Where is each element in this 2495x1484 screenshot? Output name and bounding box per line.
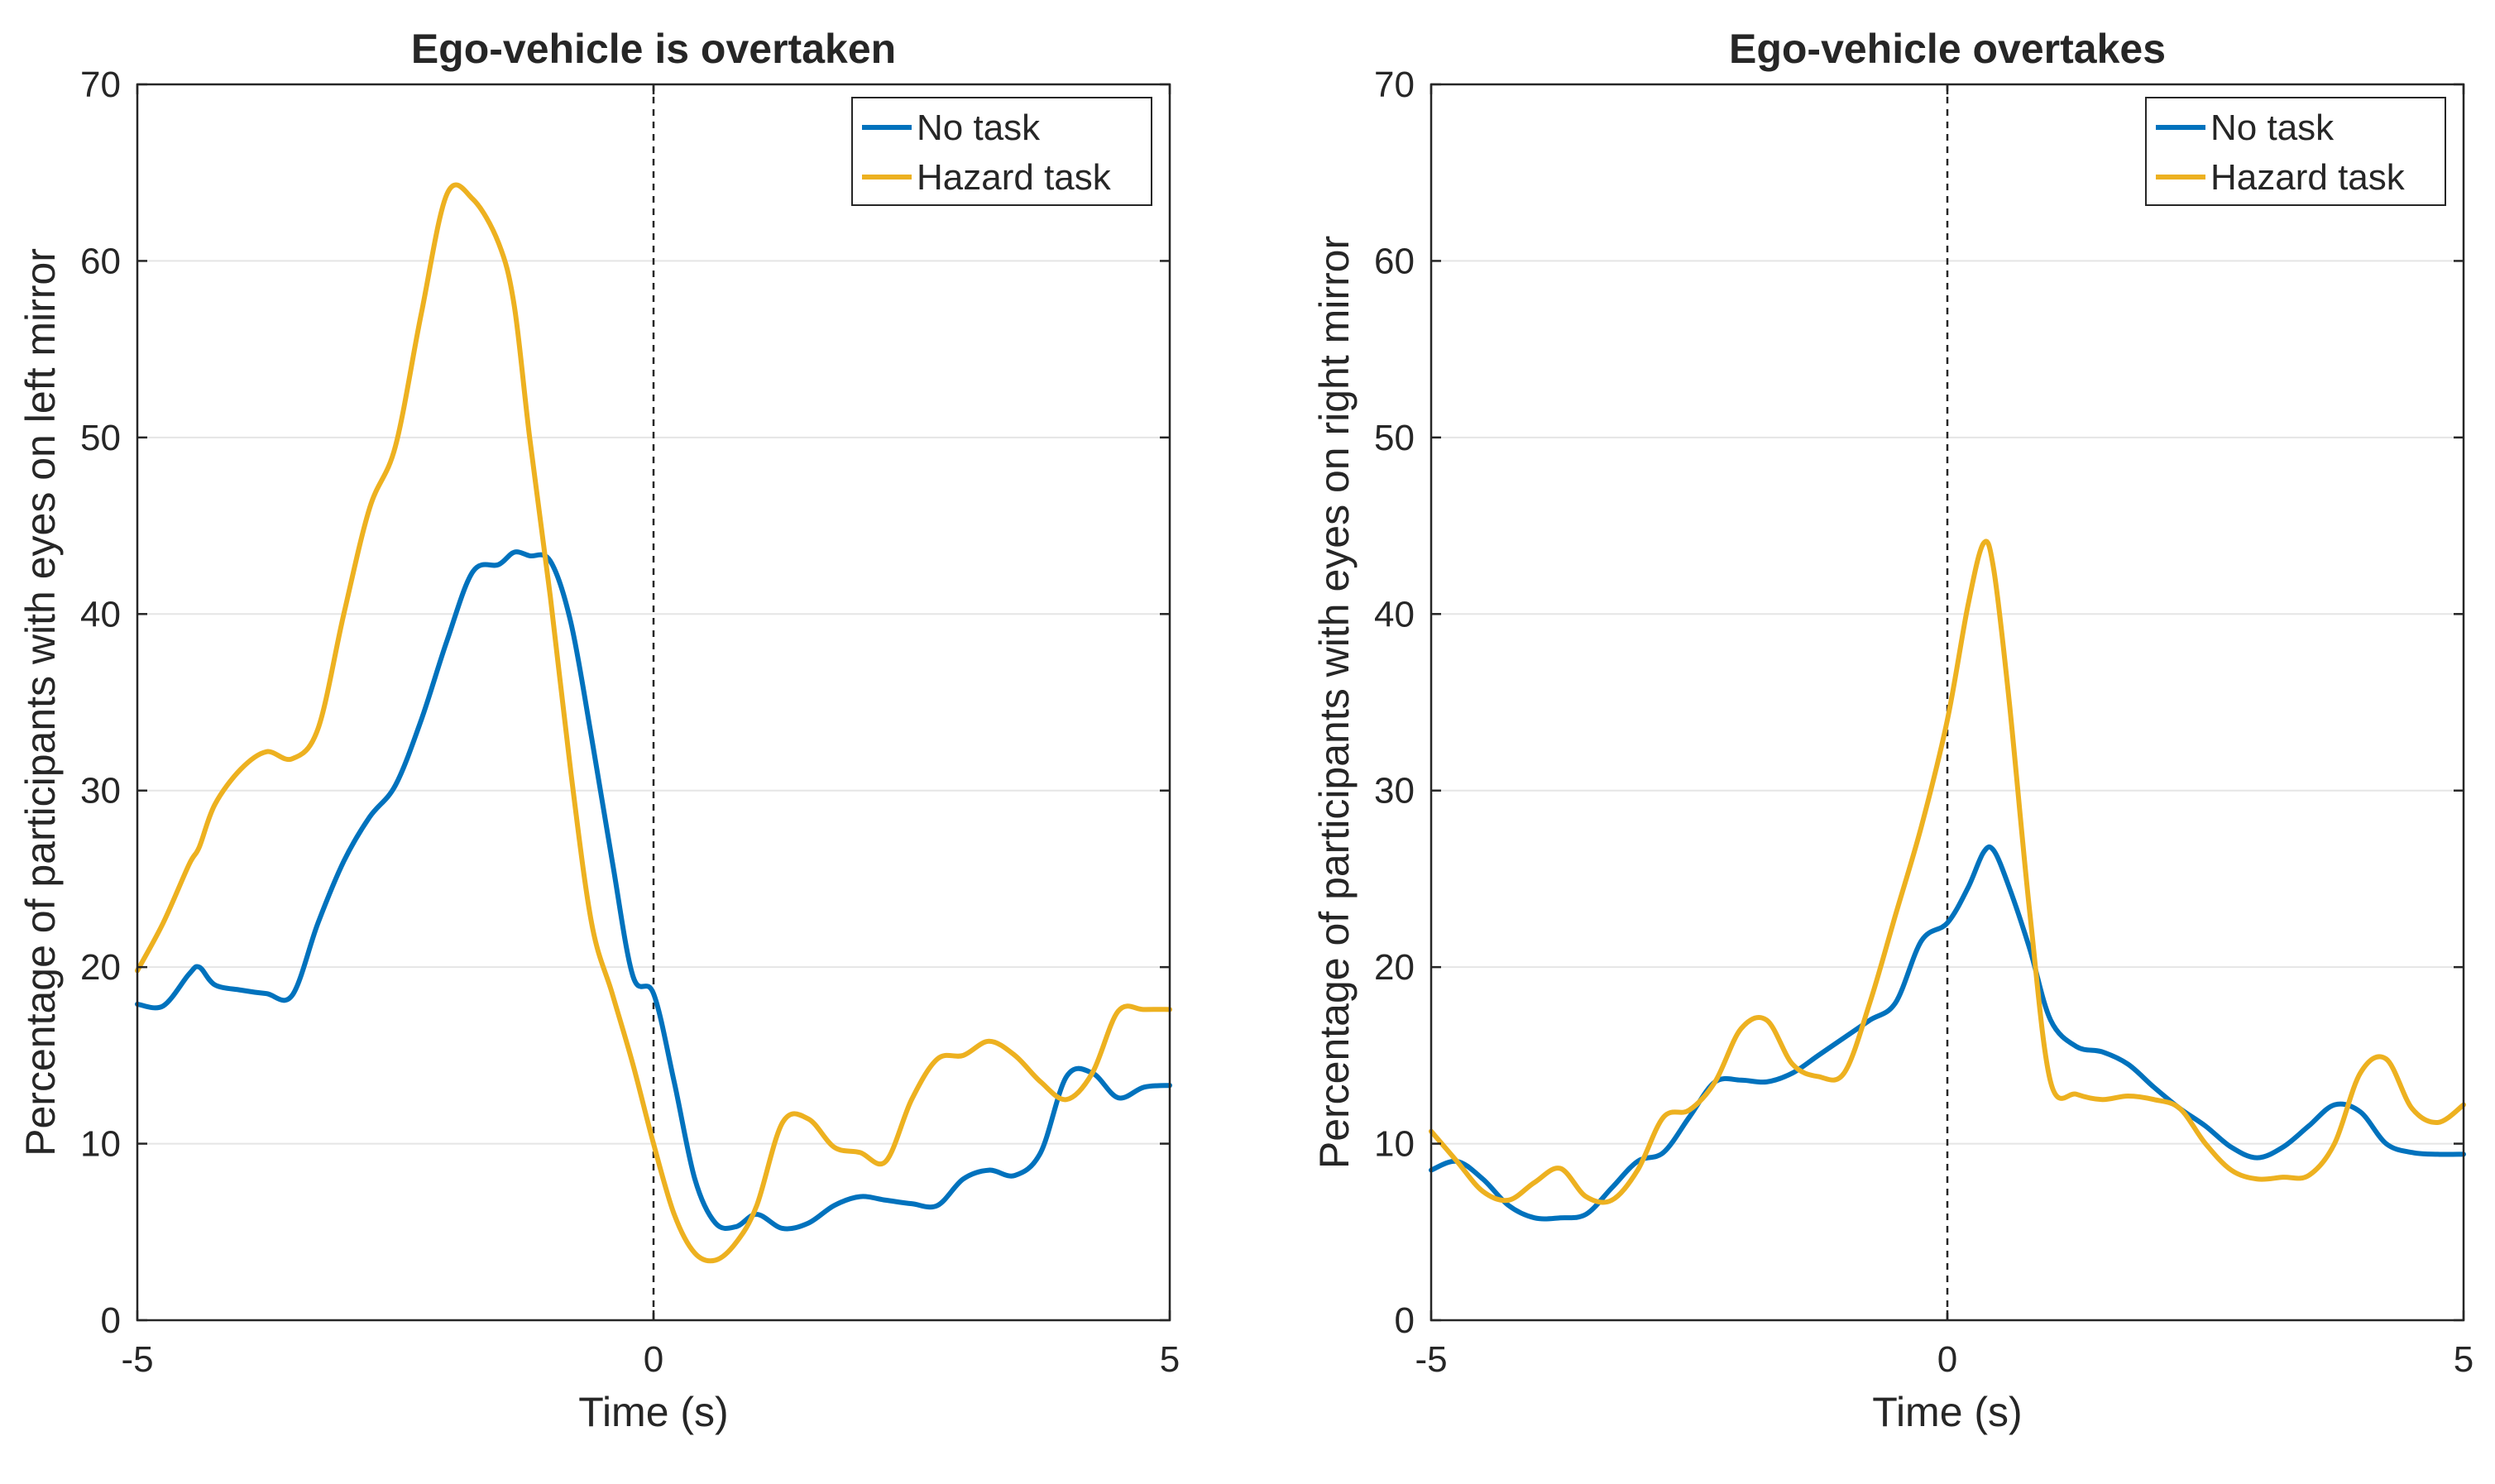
x-tick-label: 5 (2454, 1339, 2473, 1380)
y-tick-label: 60 (1374, 241, 1415, 281)
y-tick-label: 20 (1374, 947, 1415, 988)
y-tick-label: 30 (1374, 771, 1415, 811)
legend: No task Hazard task (2145, 97, 2446, 206)
chart-title: Ego-vehicle is overtaken (411, 26, 896, 72)
y-axis-label: Percentage of participants with eyes on … (1311, 236, 1358, 1169)
legend-box (851, 97, 1152, 206)
chart-title: Ego-vehicle overtakes (1729, 26, 2166, 72)
series-line-hazard-task (1429, 539, 2466, 1205)
y-tick-label: 50 (1374, 418, 1415, 458)
x-tick-label: -5 (121, 1339, 153, 1380)
y-tick-label: 20 (80, 947, 121, 988)
legend-entry-label: No task (917, 108, 1041, 148)
y-tick-label: 40 (1374, 594, 1415, 634)
legend-box (2145, 97, 2446, 206)
y-axis-label: Percentage of participants with eyes on … (17, 248, 64, 1156)
y-tick-label: 10 (80, 1124, 121, 1165)
series-line-hazard-task (135, 182, 1172, 1264)
x-tick-label: 0 (1937, 1339, 1957, 1380)
y-tick-label: 70 (80, 65, 121, 105)
y-tick-label: 60 (80, 241, 121, 281)
x-tick-label: 5 (1160, 1339, 1180, 1380)
legend-entry-label: Hazard task (917, 157, 1112, 198)
x-tick-label: 0 (644, 1339, 663, 1380)
x-axis-label: Time (s) (578, 1389, 728, 1435)
y-tick-label: 10 (1374, 1124, 1415, 1165)
y-tick-label: 70 (1374, 65, 1415, 105)
y-tick-label: 30 (80, 771, 121, 811)
y-tick-label: 0 (101, 1300, 121, 1341)
legend-entry-label: Hazard task (2210, 157, 2406, 198)
y-tick-label: 50 (80, 418, 121, 458)
y-tick-label: 40 (80, 594, 121, 634)
series-line-no-task (135, 549, 1172, 1232)
series-line-no-task (1429, 844, 2466, 1222)
legend: No task Hazard task (851, 97, 1152, 206)
x-axis-label: Time (s) (1872, 1389, 2022, 1435)
y-tick-label: 0 (1395, 1300, 1415, 1341)
legend-entry-label: No task (2210, 108, 2335, 148)
x-tick-label: -5 (1415, 1339, 1447, 1380)
